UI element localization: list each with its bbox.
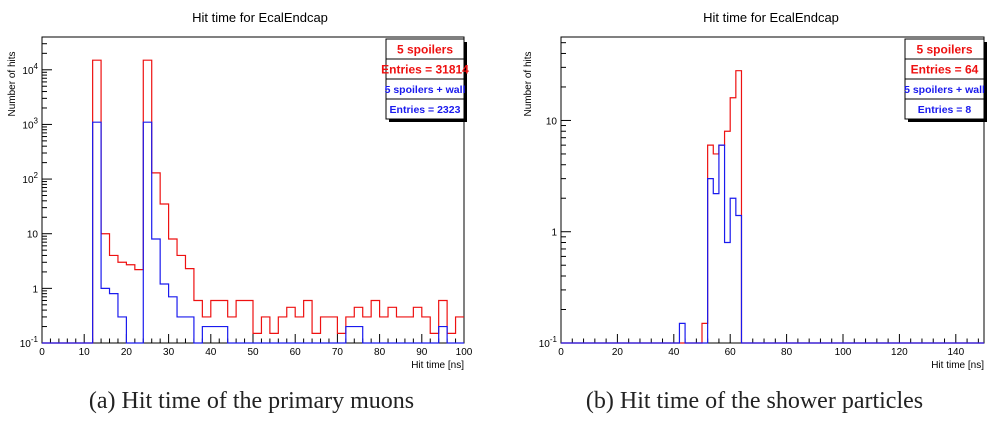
chart-0-y-tick-label: 102	[22, 171, 38, 186]
chart-1-series-1-line	[561, 144, 984, 344]
chart-b-shower-particles: Hit time for EcalEndcap Number of hits H…	[523, 10, 987, 371]
chart-1-x-tick-label: 120	[891, 347, 908, 358]
chart-0-y-tick-label: 10-1	[20, 335, 39, 350]
chart-0-x-tick-label: 30	[163, 347, 175, 358]
chart-0-x-tick-label: 20	[121, 347, 133, 358]
chart-0-legend-series-name: 5 spoilers	[397, 43, 453, 57]
caption-b: (b) Hit time of the shower particles	[585, 388, 924, 414]
chart-0-x-tick-label: 0	[39, 347, 45, 358]
chart-0-y-tick-label: 10	[27, 230, 39, 241]
chart-0-series-1-line	[42, 121, 464, 344]
chart-1-legend-series-name: 5 spoilers + wall	[904, 84, 985, 96]
chart-0-legend-entries: Entries = 2323	[390, 104, 461, 116]
chart-b-xlabel: Hit time [ns]	[931, 360, 984, 371]
chart-1-x-tick-label: 0	[558, 347, 564, 358]
chart-a-ylabel: Number of hits	[7, 51, 18, 116]
chart-0-y-tick-label: 1	[32, 284, 38, 295]
chart-0-legend-entries: Entries = 31814	[381, 63, 469, 77]
chart-a-title: Hit time for EcalEndcap	[192, 10, 328, 25]
chart-1-legend-entries: Entries = 64	[911, 63, 979, 77]
chart-0-x-tick-label: 70	[332, 347, 344, 358]
chart-0-x-tick-label: 80	[374, 347, 386, 358]
chart-a-primary-muons: Hit time for EcalEndcap Number of hits H…	[7, 10, 473, 371]
chart-0-y-tick-label: 103	[22, 116, 38, 131]
chart-1-x-tick-label: 80	[781, 347, 793, 358]
chart-0-x-tick-label: 50	[247, 347, 259, 358]
chart-0-x-tick-label: 40	[205, 347, 217, 358]
chart-0-x-tick-label: 90	[416, 347, 428, 358]
chart-1-x-tick-label: 100	[835, 347, 852, 358]
caption-a: (a) Hit time of the primary muons	[88, 388, 415, 414]
chart-1-x-tick-label: 20	[612, 347, 624, 358]
chart-0-x-tick-label: 100	[456, 347, 473, 358]
chart-a-xlabel: Hit time [ns]	[411, 360, 464, 371]
chart-1-x-tick-label: 40	[668, 347, 680, 358]
chart-0-series-0-line	[42, 59, 464, 344]
chart-0-legend-series-name: 5 spoilers + wall	[385, 84, 466, 96]
chart-0-x-tick-label: 10	[79, 347, 91, 358]
chart-1-y-tick-label: 10-1	[539, 335, 558, 350]
chart-b-ylabel: Number of hits	[523, 51, 534, 116]
chart-0-y-tick-label: 104	[22, 62, 38, 77]
chart-1-y-tick-label: 1	[551, 228, 557, 239]
chart-1-x-tick-label: 60	[725, 347, 737, 358]
chart-0-x-tick-label: 60	[290, 347, 302, 358]
chart-1-y-tick-label: 10	[546, 116, 558, 127]
chart-1-x-tick-label: 140	[947, 347, 964, 358]
chart-1-legend-entries: Entries = 8	[918, 104, 972, 116]
chart-1-legend-series-name: 5 spoilers	[916, 43, 972, 57]
chart-b-title: Hit time for EcalEndcap	[703, 10, 839, 25]
